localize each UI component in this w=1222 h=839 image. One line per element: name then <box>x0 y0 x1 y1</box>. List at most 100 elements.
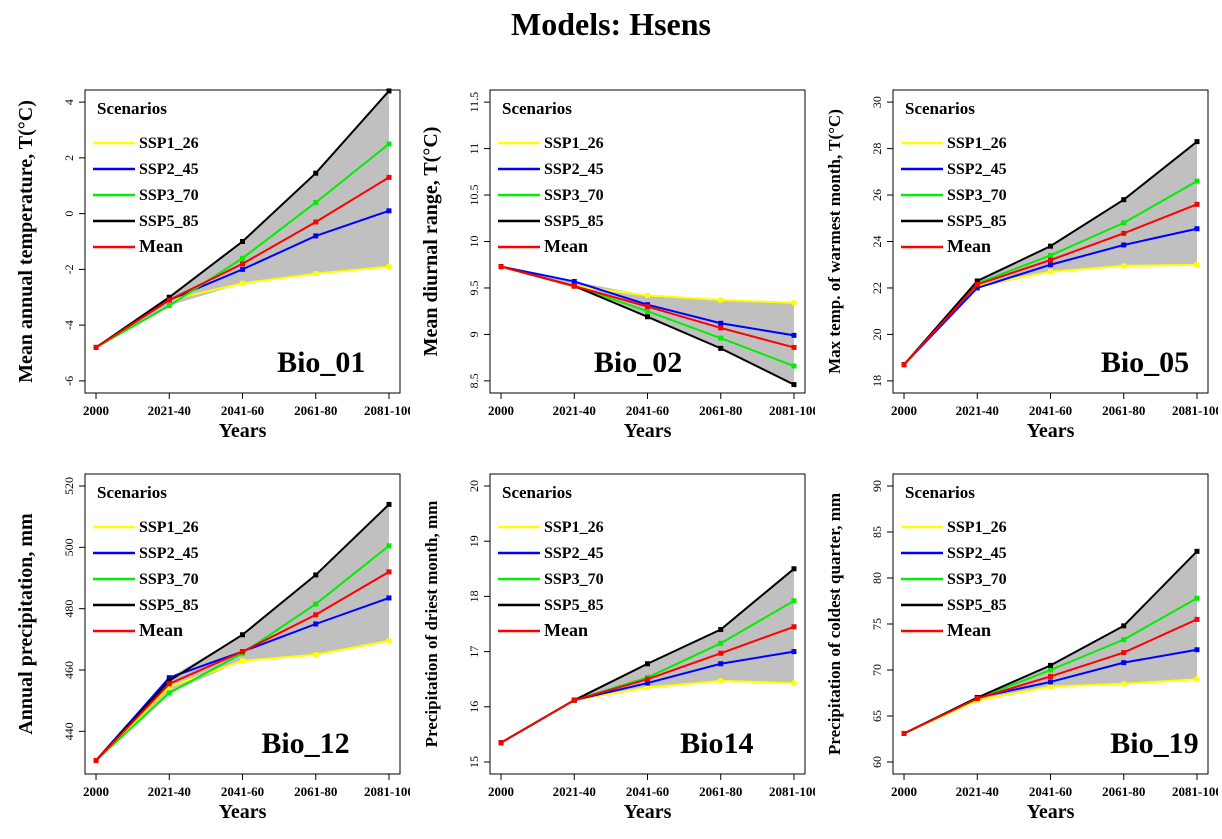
data-point-ssp1-26 <box>386 264 392 270</box>
data-point-ssp5-85 <box>1048 243 1053 249</box>
x-tick-label: 2021-40 <box>553 784 596 799</box>
data-point-mean <box>93 344 99 350</box>
legend-label-ssp2-45: SSP2_45 <box>139 161 199 178</box>
data-point-ssp5-85 <box>645 661 650 667</box>
x-axis-label: Years <box>624 801 672 823</box>
y-tick-label: 440 <box>62 722 76 740</box>
data-point-ssp3-70 <box>1048 667 1053 673</box>
page-title: Models: Hsens <box>511 6 711 42</box>
y-tick-label: 500 <box>62 538 76 556</box>
y-tick-label: 460 <box>62 661 76 679</box>
data-point-ssp5-85 <box>240 239 245 244</box>
y-tick-label: 20 <box>467 480 481 492</box>
data-point-ssp5-85 <box>386 88 392 94</box>
chart-bio-01: -6 -4 -2 0 2 4 2000 2021-40 2041-60 2061-80 2081-1… <box>15 88 414 442</box>
data-point-ssp5-85 <box>718 627 724 633</box>
y-tick-label: 9.5 <box>467 280 481 295</box>
y-tick-label: 90 <box>870 480 884 492</box>
y-tick-label: 75 <box>870 618 884 630</box>
legend-label-ssp5-85: SSP5_85 <box>947 597 1007 614</box>
legend-label-ssp5-85: SSP5_85 <box>947 213 1007 230</box>
data-point-ssp1-26 <box>718 678 724 684</box>
data-point-mean <box>645 676 650 682</box>
legend-label-mean: Mean <box>544 236 588 256</box>
legend-label-ssp5-85: SSP5_85 <box>139 213 199 230</box>
data-point-mean <box>1194 201 1200 207</box>
legend-label-ssp2-45: SSP2_45 <box>544 545 604 562</box>
y-tick-label: -4 <box>62 320 76 330</box>
data-point-mean <box>901 362 907 368</box>
data-point-ssp2-45 <box>1194 647 1200 653</box>
data-point-ssp3-70 <box>240 255 245 261</box>
data-point-ssp1-26 <box>1194 676 1200 682</box>
x-tick-label: 2000 <box>83 784 109 799</box>
x-tick-label: 2081-100 <box>1172 784 1218 799</box>
data-point-ssp1-26 <box>645 292 650 298</box>
data-point-mean <box>1048 257 1053 263</box>
y-tick-label: 17 <box>467 646 481 658</box>
x-tick-label: 2041-60 <box>1029 403 1072 418</box>
data-point-ssp3-70 <box>718 640 724 646</box>
data-point-mean <box>901 730 907 736</box>
x-axis-label: Years <box>219 801 267 823</box>
data-point-ssp3-70 <box>386 543 392 549</box>
legend-title: Scenarios <box>905 483 975 502</box>
legend-label-ssp5-85: SSP5_85 <box>544 597 604 614</box>
y-tick-label: 11.5 <box>467 92 481 113</box>
panel-label: Bio14 <box>680 727 753 760</box>
data-point-ssp5-85 <box>1194 548 1200 554</box>
data-point-mean <box>974 696 980 702</box>
y-tick-label: 0 <box>62 211 76 217</box>
data-point-ssp1-26 <box>313 652 319 658</box>
data-point-ssp2-45 <box>313 621 319 627</box>
y-tick-label: 80 <box>870 572 884 584</box>
y-tick-label: 18 <box>467 590 481 602</box>
x-tick-label: 2021-40 <box>148 784 191 799</box>
data-point-ssp1-26 <box>1048 269 1053 275</box>
y-tick-label: 11 <box>467 143 481 155</box>
panel-bio-02: 8.5 9 9.5 10 10.5 11 11.5 2000 2021-40 2041-60 206… <box>415 78 819 453</box>
y-tick-label: 85 <box>870 526 884 538</box>
data-point-ssp3-70 <box>166 690 172 696</box>
y-tick-label: 480 <box>62 600 76 618</box>
y-tick-label: 28 <box>870 143 884 155</box>
data-point-ssp3-70 <box>791 363 797 369</box>
x-tick-label: 2000 <box>488 403 514 418</box>
y-axis-label: Mean annual temperature, T(°C) <box>15 100 37 383</box>
data-point-ssp3-70 <box>645 308 650 314</box>
data-point-ssp3-70 <box>1194 178 1200 184</box>
envelope-area <box>501 568 794 743</box>
data-point-ssp5-85 <box>791 566 797 572</box>
data-point-mean <box>166 681 172 687</box>
panel-bio-12: 440 460 480 500 520 2000 2021-40 2041-60 2061-80… <box>10 462 414 834</box>
x-tick-label: 2081-100 <box>1172 403 1218 418</box>
y-tick-label: 10.5 <box>467 185 481 206</box>
panel-bio-01: -6 -4 -2 0 2 4 2000 2021-40 2041-60 2061-80 2081-1… <box>10 78 414 453</box>
data-point-ssp2-45 <box>240 266 245 272</box>
y-tick-label: 19 <box>467 535 481 547</box>
x-tick-label: 2041-60 <box>221 784 264 799</box>
legend-label-ssp3-70: SSP3_70 <box>139 571 199 588</box>
data-point-ssp1-26 <box>645 684 650 690</box>
x-tick-label: 2021-40 <box>956 784 999 799</box>
data-point-ssp1-26 <box>791 680 797 686</box>
x-tick-label: 2041-60 <box>626 403 669 418</box>
chart-bio-19: 60 65 70 75 80 85 90 2000 2021-40 2041-60 2061-80 2… <box>825 473 1222 823</box>
data-point-ssp3-70 <box>718 335 724 341</box>
data-point-ssp2-45 <box>1048 262 1053 268</box>
data-point-mean <box>974 281 980 287</box>
data-point-mean <box>498 264 504 270</box>
panel-label: Bio_12 <box>261 727 349 760</box>
data-point-ssp5-85 <box>166 678 172 684</box>
x-tick-label: 2061-80 <box>294 403 337 418</box>
data-point-ssp3-70 <box>791 598 797 604</box>
panel-label: Bio_01 <box>277 346 365 379</box>
data-point-mean <box>718 325 724 331</box>
data-point-ssp2-45 <box>645 680 650 686</box>
data-point-ssp3-70 <box>1121 637 1127 643</box>
legend-label-ssp5-85: SSP5_85 <box>544 213 604 230</box>
data-point-mean <box>1194 616 1200 622</box>
panel-bio14: 15 16 17 18 19 20 2000 2021-40 2041-60 2061-80 208… <box>415 462 819 834</box>
legend-title: Scenarios <box>502 483 572 502</box>
x-tick-label: 2000 <box>891 403 917 418</box>
